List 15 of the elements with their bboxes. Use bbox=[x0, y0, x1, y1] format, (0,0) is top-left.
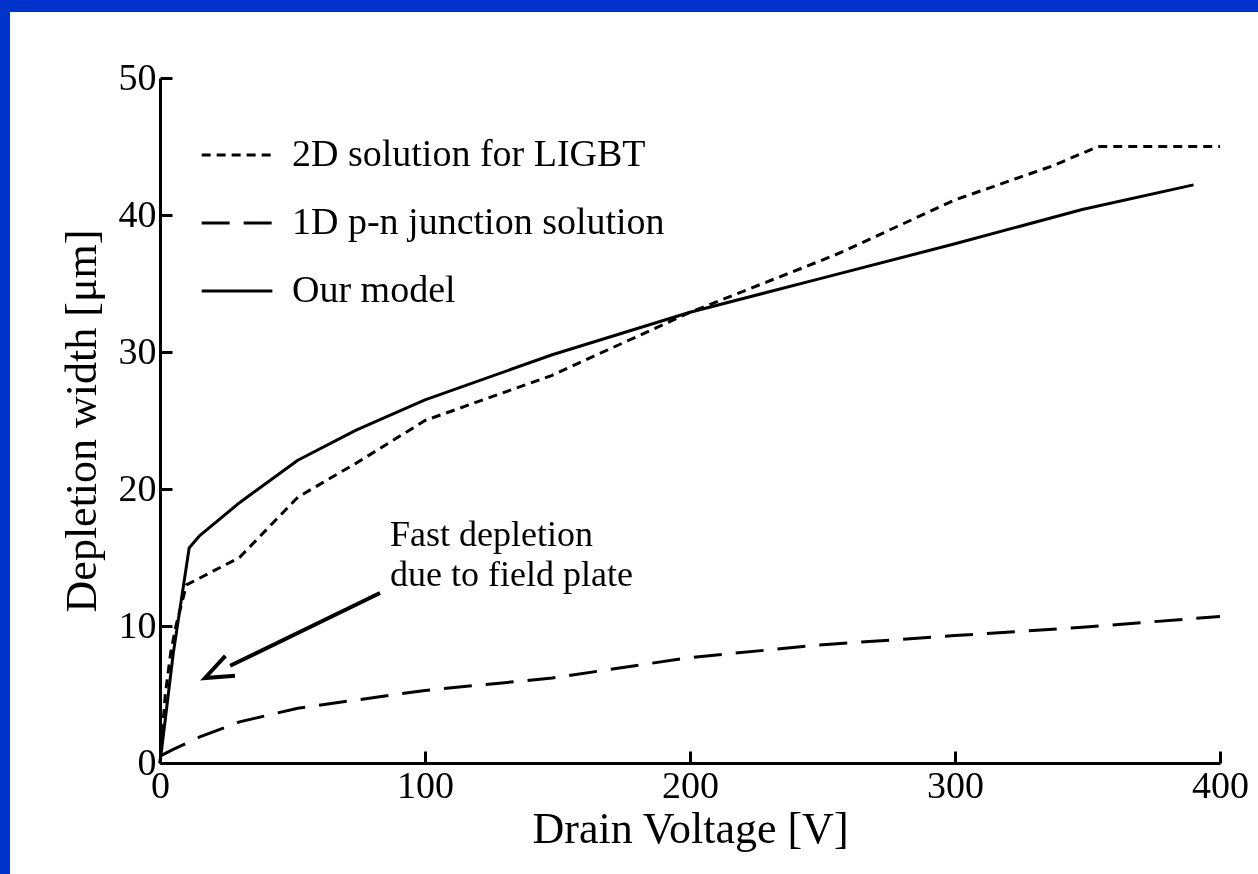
x-tick-label: 400 bbox=[1192, 763, 1249, 806]
y-tick-label: 40 bbox=[118, 192, 157, 235]
x-axis-title: Drain Voltage [V] bbox=[532, 803, 849, 853]
y-tick-label: 10 bbox=[118, 603, 157, 646]
y-tick-label: 30 bbox=[118, 329, 157, 372]
annotation: Fast depletion due to field plate bbox=[390, 514, 633, 594]
x-tick-label: 100 bbox=[397, 763, 454, 806]
x-tick-label: 200 bbox=[662, 763, 719, 806]
legend-label: Our model bbox=[292, 268, 456, 310]
y-tick-label: 20 bbox=[118, 466, 157, 509]
legend-label: 2D solution for LIGBT bbox=[292, 132, 646, 174]
y-tick-label: 50 bbox=[118, 55, 157, 98]
y-axis-title: Depletion width [μm] bbox=[56, 229, 106, 613]
legend-label: 1D p-n junction solution bbox=[292, 200, 665, 242]
x-tick-label: 300 bbox=[927, 763, 984, 806]
